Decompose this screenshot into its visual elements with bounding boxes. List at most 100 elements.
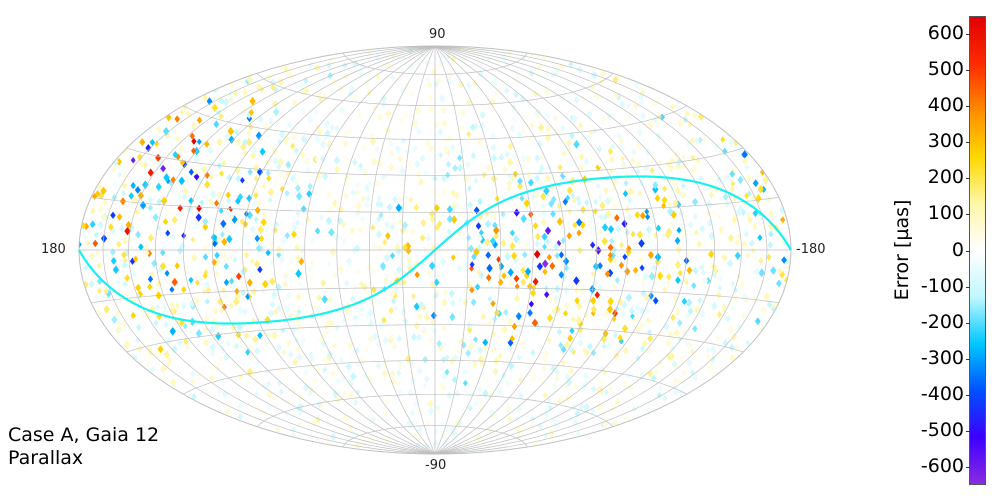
error-pixel: [363, 346, 369, 354]
error-pixel: [408, 89, 415, 98]
error-pixel: [413, 321, 421, 331]
error-pixel: [576, 325, 584, 334]
error-pixel: [445, 160, 451, 168]
error-pixel: [136, 344, 143, 353]
error-pixel: [438, 94, 446, 103]
error-pixel: [375, 361, 382, 370]
error-pixel: [590, 349, 597, 357]
error-pixel: [731, 215, 738, 224]
error-pixel: [665, 231, 671, 240]
error-pixel: [486, 263, 493, 273]
error-pixel: [242, 232, 249, 241]
error-pixel: [429, 281, 435, 288]
error-pixel: [435, 403, 441, 411]
error-pixel: [542, 392, 548, 399]
error-pixel: [307, 265, 313, 274]
error-pixel: [710, 345, 716, 353]
error-pixel: [511, 114, 518, 124]
error-pixel: [392, 342, 398, 351]
error-pixel: [479, 111, 486, 119]
error-pixel: [567, 208, 573, 215]
error-pixel: [217, 297, 224, 306]
error-pixel: [654, 252, 662, 262]
error-pixel: [209, 173, 215, 181]
error-pixel: [365, 195, 371, 203]
error-pixel: [401, 220, 409, 230]
error-pixel: [553, 242, 560, 251]
error-pixel: [394, 379, 401, 388]
error-pixel: [376, 230, 383, 239]
error-pixel: [312, 376, 319, 385]
error-pixel: [469, 286, 475, 294]
error-pixel: [265, 169, 271, 177]
error-pixel: [169, 185, 176, 194]
error-pixel: [201, 164, 208, 174]
error-pixel: [216, 236, 223, 244]
error-pixel: [204, 298, 210, 305]
error-pixel: [453, 191, 460, 200]
error-pixel: [167, 356, 173, 364]
error-pixel: [357, 226, 364, 234]
error-pixel: [397, 155, 403, 163]
error-pixel: [409, 409, 415, 417]
error-pixel: [552, 381, 558, 389]
error-pixel: [351, 158, 358, 166]
error-pixel: [291, 230, 297, 239]
error-pixel: [332, 199, 338, 208]
error-pixel: [406, 419, 413, 428]
error-pixel: [607, 147, 614, 155]
error-pixel: [531, 284, 537, 291]
error-pixel: [534, 108, 541, 117]
error-pixel: [720, 136, 726, 143]
error-pixel: [485, 251, 492, 259]
error-pixel: [110, 165, 117, 174]
error-pixel: [354, 180, 361, 189]
error-pixel: [316, 294, 322, 302]
error-pixel: [350, 372, 357, 381]
error-pixel: [578, 162, 585, 171]
error-pixel: [352, 314, 359, 322]
error-pixel: [428, 261, 436, 271]
error-pixel: [509, 242, 516, 251]
error-pixel: [317, 94, 324, 104]
error-pixel: [712, 210, 718, 217]
error-pixel: [600, 115, 606, 123]
error-pixel: [681, 381, 688, 389]
error-pixel: [246, 278, 253, 287]
error-pixel: [674, 308, 681, 317]
error-pixel: [438, 53, 445, 62]
error-pixel: [721, 253, 728, 262]
error-pixel: [242, 138, 248, 146]
error-pixel: [279, 219, 285, 227]
error-pixel: [305, 166, 312, 175]
error-pixel: [112, 157, 119, 166]
error-pixel: [132, 196, 139, 206]
error-pixel: [241, 307, 248, 316]
error-pixel: [303, 87, 310, 95]
error-pixel: [171, 307, 178, 316]
error-pixel: [348, 391, 355, 400]
error-pixel: [464, 160, 471, 169]
error-pixel: [352, 93, 359, 101]
error-pixel: [388, 333, 394, 341]
error-pixel: [446, 77, 453, 87]
error-pixel: [394, 144, 402, 154]
error-pixel: [716, 291, 722, 299]
error-pixel: [527, 309, 533, 317]
error-pixel: [550, 195, 557, 204]
error-pixel: [303, 369, 309, 377]
error-pixel: [527, 134, 533, 142]
error-pixel: [396, 334, 403, 343]
error-pixel: [540, 201, 546, 210]
grid-parallel: [126, 324, 744, 353]
error-pixel: [352, 283, 358, 292]
error-pixel: [358, 162, 364, 170]
error-pixel: [601, 342, 607, 350]
error-pixel: [276, 251, 282, 259]
error-pixel: [550, 285, 557, 295]
error-pixel: [250, 146, 258, 155]
error-pixel: [342, 414, 349, 423]
error-pixel: [210, 233, 218, 242]
error-pixel: [202, 253, 209, 261]
error-pixel: [228, 135, 235, 144]
